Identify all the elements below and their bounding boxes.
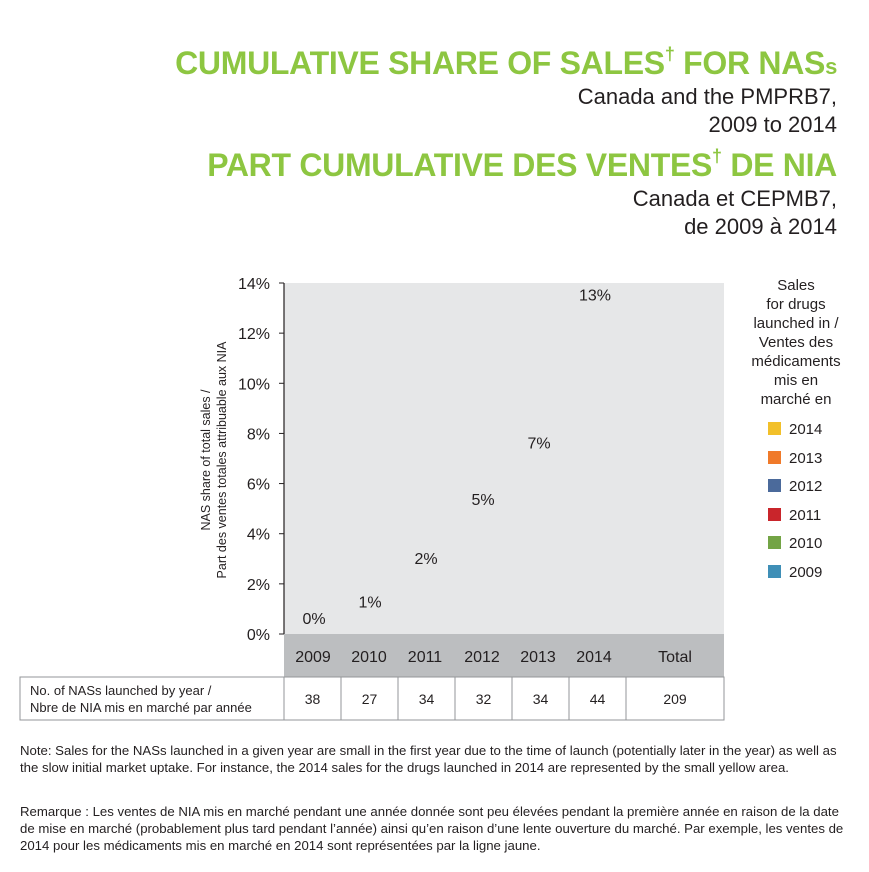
- legend-label: 2014: [789, 421, 823, 438]
- x-tick-label: 2012: [464, 649, 500, 666]
- total-label-2010: 1%: [358, 595, 381, 612]
- table-count-cell: 27: [362, 691, 378, 707]
- table-count-cell: 34: [533, 691, 549, 707]
- subtitle-fr-1: Canada et CEPMB7,: [632, 186, 837, 211]
- legend-label: 2011: [789, 506, 822, 524]
- note-fr: Remarque : Les ventes de NIA mis en marc…: [20, 804, 844, 853]
- table-header-total: Total: [658, 649, 692, 666]
- total-label-2011: 2%: [414, 551, 437, 568]
- legend-label: 2013: [789, 449, 823, 467]
- legend-swatch: [768, 564, 781, 578]
- y-tick-label: 0%: [247, 627, 270, 644]
- title-fr-text: PART CUMULATIVE DES VENTES: [207, 147, 713, 183]
- legend-item-2013: 2013: [768, 449, 823, 467]
- legend-item-2012: 2012: [768, 478, 823, 495]
- y-tick-label: 4%: [247, 527, 270, 544]
- table-row-label-fr: Nbre de NIA mis en marché par année: [30, 700, 252, 715]
- title-en-tail: FOR NAS: [674, 45, 826, 81]
- legend-title: Sales for drugs launched in / Ventes des…: [736, 276, 856, 409]
- table-total-cell: 209: [663, 691, 687, 707]
- title-en-s: s: [825, 54, 837, 79]
- legend-swatch: [768, 450, 781, 464]
- subtitle-en-1: Canada and the PMPRB7,: [577, 84, 837, 109]
- legend-title-line: Ventes des: [758, 334, 834, 351]
- y-tick-label: 8%: [247, 426, 270, 443]
- legend-item-2011: 2011: [768, 506, 822, 524]
- table-count-cell: 38: [305, 691, 321, 707]
- legend-item-2009: 2009: [768, 563, 823, 581]
- legend-title-line: Sales: [777, 277, 815, 294]
- stacked-area-chart: 0% 2% 4% 6% 8% 10% 12% 14% 0% 1% 2% 5% 7% 13% 2009 38…: [19, 276, 725, 721]
- legend-title-line: marché en: [760, 391, 832, 408]
- plot-background: [284, 283, 724, 634]
- legend-swatch: [768, 507, 781, 521]
- title-fr-dagger: †: [712, 146, 722, 166]
- x-tick-label: 2014: [576, 649, 612, 666]
- table-header-background: [284, 634, 724, 677]
- total-label-2012: 5%: [471, 492, 494, 509]
- y-tick-label: 2%: [247, 577, 270, 594]
- legend-swatch: [768, 422, 781, 435]
- y-tick-label: 14%: [238, 276, 270, 293]
- title-en-text: CUMULATIVE SHARE OF SALES: [175, 45, 665, 81]
- legend-title-line: for drugs: [766, 296, 826, 313]
- title-en-dagger: †: [664, 44, 675, 64]
- data-table: 2009 38 2010 27 2011 34 2012 32 2013 34 2014 44 Tota…: [19, 634, 725, 721]
- note-en: Note: Sales for the NASs launched in a g…: [20, 743, 837, 775]
- y-tick-label: 10%: [238, 376, 270, 393]
- title-fr: PART CUMULATIVE DES VENTES† DE NIA: [207, 146, 837, 184]
- total-label-2013: 7%: [527, 436, 550, 453]
- legend-item-2014: 2014: [768, 421, 823, 438]
- x-tick-label: 2009: [295, 649, 331, 666]
- x-tick-label: 2010: [351, 649, 387, 666]
- table-count-cell: 44: [590, 691, 606, 707]
- y-axis-label-en: NAS share of total sales /: [199, 389, 213, 531]
- x-tick-label: 2011: [408, 649, 443, 666]
- x-tick-label: 2013: [520, 649, 556, 666]
- title-fr-tail: DE NIA: [721, 147, 837, 183]
- total-label-2014: 13%: [579, 288, 611, 305]
- legend-label: 2010: [789, 535, 823, 552]
- legend-title-line: launched in /: [753, 315, 839, 332]
- legend-label: 2012: [789, 478, 823, 495]
- y-tick-label: 6%: [247, 477, 270, 494]
- subtitle-en-2: 2009 to 2014: [708, 112, 837, 137]
- y-axis-label-fr: Part des ventes totales attribuable aux …: [215, 341, 229, 579]
- table-row-label-en: No. of NASs launched by year /: [30, 683, 212, 698]
- legend-label: 2009: [789, 563, 823, 581]
- legend-swatch: [768, 536, 781, 549]
- total-labels: 0% 1% 2% 5% 7% 13%: [302, 288, 611, 628]
- legend-title-line: médicaments: [751, 353, 841, 370]
- legend-item-2010: 2010: [768, 535, 823, 552]
- table-count-cell: 34: [419, 691, 435, 707]
- legend-swatch: [768, 479, 781, 492]
- y-axis-ticks: 0% 2% 4% 6% 8% 10% 12% 14%: [238, 276, 284, 644]
- table-count-cell: 32: [476, 691, 492, 707]
- legend-title-line: mis en: [773, 372, 819, 389]
- axes: [283, 283, 724, 634]
- subtitle-fr-2: de 2009 à 2014: [684, 214, 837, 239]
- title-en: CUMULATIVE SHARE OF SALES† FOR NASs: [175, 44, 837, 82]
- total-label-2009: 0%: [302, 611, 325, 628]
- table-body-border: [19, 676, 725, 721]
- y-tick-label: 12%: [238, 326, 270, 343]
